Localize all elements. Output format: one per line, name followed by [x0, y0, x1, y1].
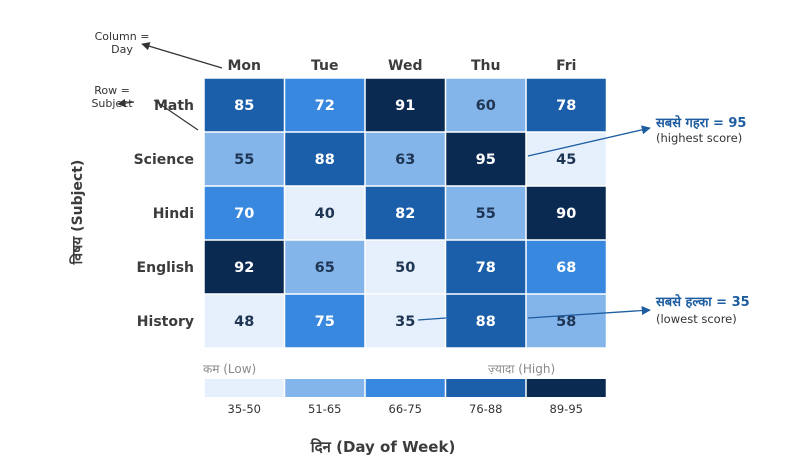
legend-swatch	[204, 379, 284, 397]
cell-value-label: 82	[395, 206, 415, 222]
heatmap-cell	[285, 186, 365, 240]
column-hint-line2: Day	[111, 43, 133, 56]
cell-value-label: 75	[315, 314, 335, 330]
heatmap-cell	[526, 294, 606, 348]
legend-swatch	[526, 379, 606, 397]
heatmap-cell	[204, 78, 284, 132]
heatmap-cell	[446, 186, 526, 240]
heatmap-cell	[526, 78, 606, 132]
heatmap-cell	[204, 132, 284, 186]
lowest-annotation: सबसे हल्का = 35 (lowest score)	[417, 294, 750, 326]
cell-value-label: 88	[476, 314, 496, 330]
legend-swatch	[446, 379, 526, 397]
heatmap-cell	[446, 240, 526, 294]
highest-arrow	[527, 125, 651, 157]
cell-value-label: 72	[315, 98, 335, 114]
lowest-arrow	[527, 305, 651, 319]
cell-value-label: 58	[556, 314, 576, 330]
legend-range-label: 35-50	[228, 402, 261, 416]
cell-value-label: 91	[395, 98, 415, 114]
color-legend: 35-50 51-65 66-75 76-88 89-95	[204, 379, 606, 416]
heatmap-cell	[204, 294, 284, 348]
cell-value-label: 63	[395, 152, 415, 168]
cell-value-label: 55	[234, 152, 254, 168]
cell-value-label: 78	[556, 98, 576, 114]
legend-swatch	[365, 379, 445, 397]
x-axis-title: दिन (Day of Week)	[310, 438, 456, 456]
lowest-title: सबसे हल्का = 35	[655, 294, 750, 310]
column-label-mon: Mon	[227, 58, 261, 74]
y-axis-title: विषय (Subject)	[69, 160, 86, 266]
heatmap-cell	[365, 240, 445, 294]
row-hint-annotation: Row = Subject	[91, 84, 199, 131]
heatmap-cell	[285, 294, 365, 348]
row-label-math: Math	[154, 98, 194, 114]
heatmap-cell	[365, 132, 445, 186]
cell-value-label: 50	[395, 260, 415, 276]
column-hint-annotation: Column = Day	[95, 30, 223, 69]
cell-value-label: 95	[476, 152, 496, 168]
cell-value-label: 35	[395, 314, 415, 330]
lowest-link-line	[417, 317, 447, 321]
heatmap-cell	[365, 78, 445, 132]
heatmap-cell	[446, 78, 526, 132]
highest-annotation: सबसे गहरा = 95 (highest score)	[527, 115, 746, 157]
legend-range-label: 51-65	[308, 402, 341, 416]
row-hint-line1: Row =	[94, 84, 130, 97]
column-label-fri: Fri	[556, 58, 576, 74]
column-labels: Mon Tue Wed Thu Fri	[227, 58, 576, 74]
column-hint-line1: Column =	[95, 30, 150, 43]
cell-value-label: 45	[556, 152, 576, 168]
row-hint-arrow-short	[117, 98, 135, 108]
row-hint-line	[153, 99, 199, 131]
legend-swatch	[285, 379, 365, 397]
heatmap-cell	[285, 78, 365, 132]
cell-value-label: 85	[234, 98, 254, 114]
heatmap-cell	[526, 240, 606, 294]
heatmap-cell	[526, 186, 606, 240]
column-hint-arrow	[141, 42, 223, 69]
legend-range-label: 66-75	[389, 402, 422, 416]
legend-range-label: 76-88	[469, 402, 502, 416]
heatmap-cell	[285, 132, 365, 186]
column-label-wed: Wed	[388, 58, 422, 74]
cell-value-label: 70	[234, 206, 254, 222]
heatmap-cell	[446, 132, 526, 186]
heatmap-cell	[204, 240, 284, 294]
heatmap-cells: 85 72 91 60 78 55 88 63 95 45 70 40 82 55 90 92 65 50 78 68…	[204, 78, 606, 348]
legend-range-label: 89-95	[550, 402, 583, 416]
row-label-history: History	[137, 314, 194, 330]
cell-value-label: 90	[556, 206, 576, 222]
row-label-english: English	[137, 260, 194, 276]
row-labels: Math Science Hindi English History	[134, 98, 194, 330]
legend-high-label: ज़्यादा (High)	[488, 362, 555, 376]
cell-value-label: 88	[315, 152, 335, 168]
lowest-subtitle: (lowest score)	[656, 312, 737, 326]
heatmap-cell	[204, 186, 284, 240]
heatmap-cell	[365, 186, 445, 240]
heatmap-cell	[285, 240, 365, 294]
cell-value-label: 48	[234, 314, 254, 330]
cell-value-label: 78	[476, 260, 496, 276]
heatmap-cell	[446, 294, 526, 348]
cell-value-label: 40	[315, 206, 335, 222]
column-label-thu: Thu	[471, 58, 500, 74]
highest-subtitle: (highest score)	[656, 131, 742, 145]
heatmap-cell	[365, 294, 445, 348]
row-label-hindi: Hindi	[153, 206, 194, 222]
cell-value-label: 60	[476, 98, 496, 114]
row-label-science: Science	[134, 152, 194, 168]
column-label-tue: Tue	[311, 58, 338, 74]
cell-value-label: 65	[315, 260, 335, 276]
cell-value-label: 55	[476, 206, 496, 222]
row-hint-line2: Subject	[91, 97, 133, 110]
cell-value-label: 68	[556, 260, 576, 276]
cell-value-label: 92	[234, 260, 254, 276]
legend-low-label: कम (Low)	[203, 362, 256, 376]
highest-title: सबसे गहरा = 95	[655, 115, 746, 131]
